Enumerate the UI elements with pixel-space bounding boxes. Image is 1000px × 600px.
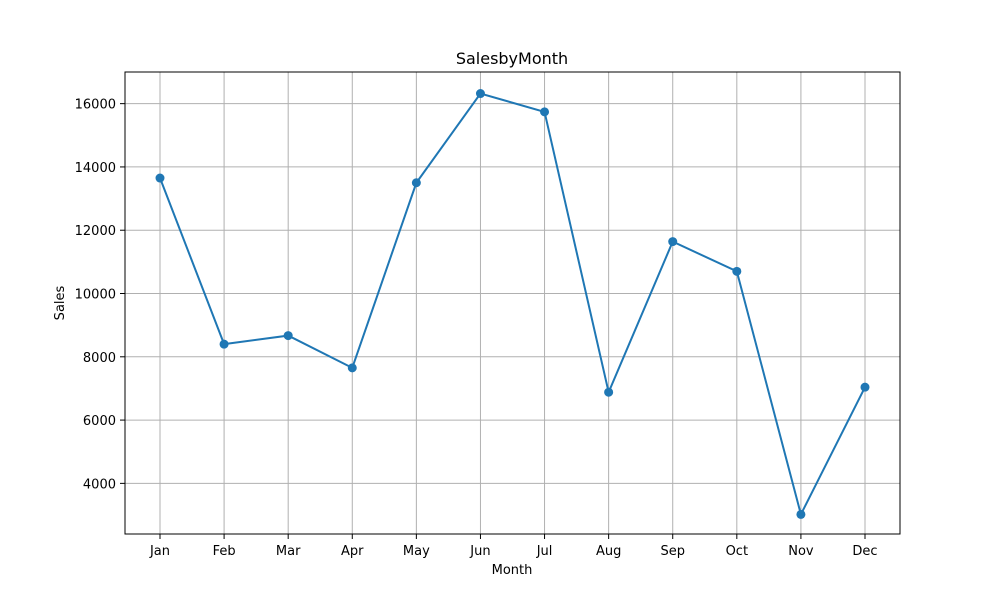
data-point-mar (283, 331, 293, 341)
y-tick-label: 10000 (75, 288, 116, 303)
x-tick-label: Nov (788, 544, 814, 559)
data-point-feb (219, 339, 229, 349)
y-tick-label: 14000 (75, 161, 116, 176)
series-line (159, 92, 866, 518)
data-point-may (411, 178, 421, 188)
x-tick-label: May (403, 544, 430, 559)
x-tick-label: Aug (596, 544, 621, 559)
x-axis-label: Month (492, 563, 533, 578)
x-tick-label: Sep (660, 544, 685, 559)
data-point-jun (475, 89, 485, 99)
data-point-dec (860, 382, 870, 392)
data-point-apr (347, 363, 357, 373)
y-tick-label: 16000 (75, 98, 116, 113)
y-axis-label: Sales (53, 285, 68, 320)
x-tick-label: Dec (852, 544, 877, 559)
series-layer (155, 89, 870, 519)
chart-title: SalesbyMonth (456, 49, 568, 68)
data-point-aug (604, 387, 614, 397)
x-tick-label: Feb (213, 544, 236, 559)
x-tick-label: Jun (469, 544, 490, 559)
data-point-jan (155, 173, 165, 183)
x-tick-label: Mar (276, 544, 301, 559)
y-tick-label: 12000 (75, 224, 116, 239)
grid-lines (125, 72, 900, 534)
plot-frame (124, 71, 901, 535)
x-tick-label: Apr (341, 544, 364, 559)
data-point-jul (540, 107, 550, 117)
axis-ticks: Jan Feb Mar Apr May Jun Jul Aug Sep Oct Nov Dec 4000… (75, 98, 878, 559)
data-point-oct (732, 266, 742, 276)
y-tick-label: 4000 (83, 477, 116, 492)
x-tick-label: Jan (149, 544, 170, 559)
y-tick-label: 6000 (83, 414, 116, 429)
y-tick-label: 8000 (83, 351, 116, 366)
x-tick-label: Oct (726, 544, 748, 559)
x-tick-label: Jul (536, 544, 553, 559)
data-point-sep (668, 237, 678, 247)
data-point-nov (796, 509, 806, 519)
